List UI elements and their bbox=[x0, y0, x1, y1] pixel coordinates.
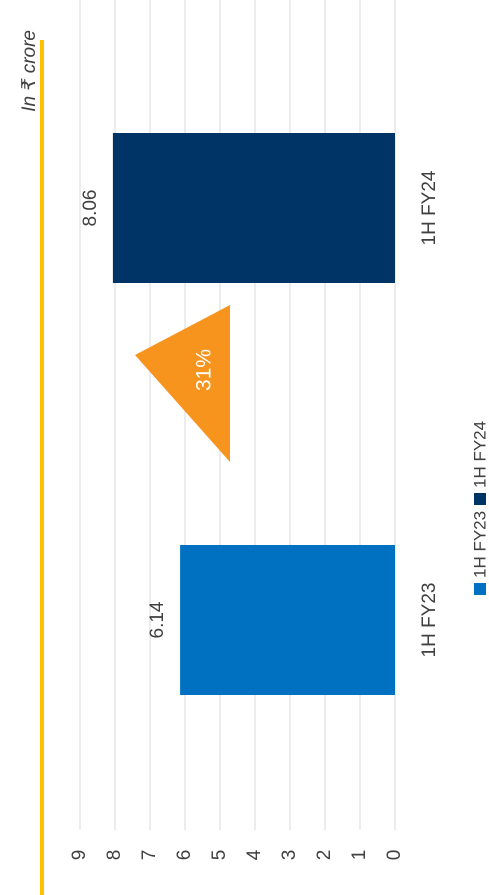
data-label: 8.06 bbox=[80, 190, 101, 227]
y-tick-label: 5 bbox=[209, 850, 230, 861]
y-tick-label: 3 bbox=[279, 850, 300, 861]
legend-swatch bbox=[474, 583, 486, 595]
bar bbox=[180, 545, 395, 695]
y-tick-label: 6 bbox=[174, 850, 195, 861]
y-tick-label: 7 bbox=[139, 850, 160, 861]
y-tick-label: 0 bbox=[384, 850, 405, 861]
unit-label: In ₹ crore bbox=[19, 30, 40, 112]
legend-swatch bbox=[474, 493, 486, 505]
y-tick-label: 9 bbox=[69, 850, 90, 861]
y-tick-label: 4 bbox=[244, 849, 265, 860]
legend-label: 1H FY23 bbox=[470, 511, 489, 578]
x-tick-label: 1H FY24 bbox=[419, 170, 440, 245]
x-tick-label: 1H FY23 bbox=[419, 583, 440, 658]
y-tick-label: 8 bbox=[104, 850, 125, 861]
y-tick-label: 1 bbox=[349, 850, 370, 861]
y-tick-label: 2 bbox=[314, 850, 335, 861]
growth-label: 31% bbox=[193, 349, 216, 391]
data-label: 6.14 bbox=[147, 601, 168, 638]
growth-triangle bbox=[135, 305, 230, 462]
bar bbox=[112, 133, 396, 283]
legend-label: 1H FY24 bbox=[470, 421, 489, 488]
